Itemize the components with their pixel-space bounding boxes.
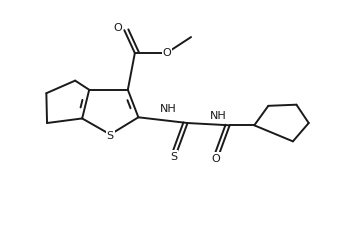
Text: NH: NH (210, 110, 227, 120)
Text: S: S (170, 152, 177, 161)
Text: O: O (163, 48, 172, 58)
Text: O: O (211, 153, 220, 163)
Text: O: O (113, 23, 122, 33)
Text: NH: NH (160, 104, 177, 114)
Text: S: S (107, 130, 114, 140)
